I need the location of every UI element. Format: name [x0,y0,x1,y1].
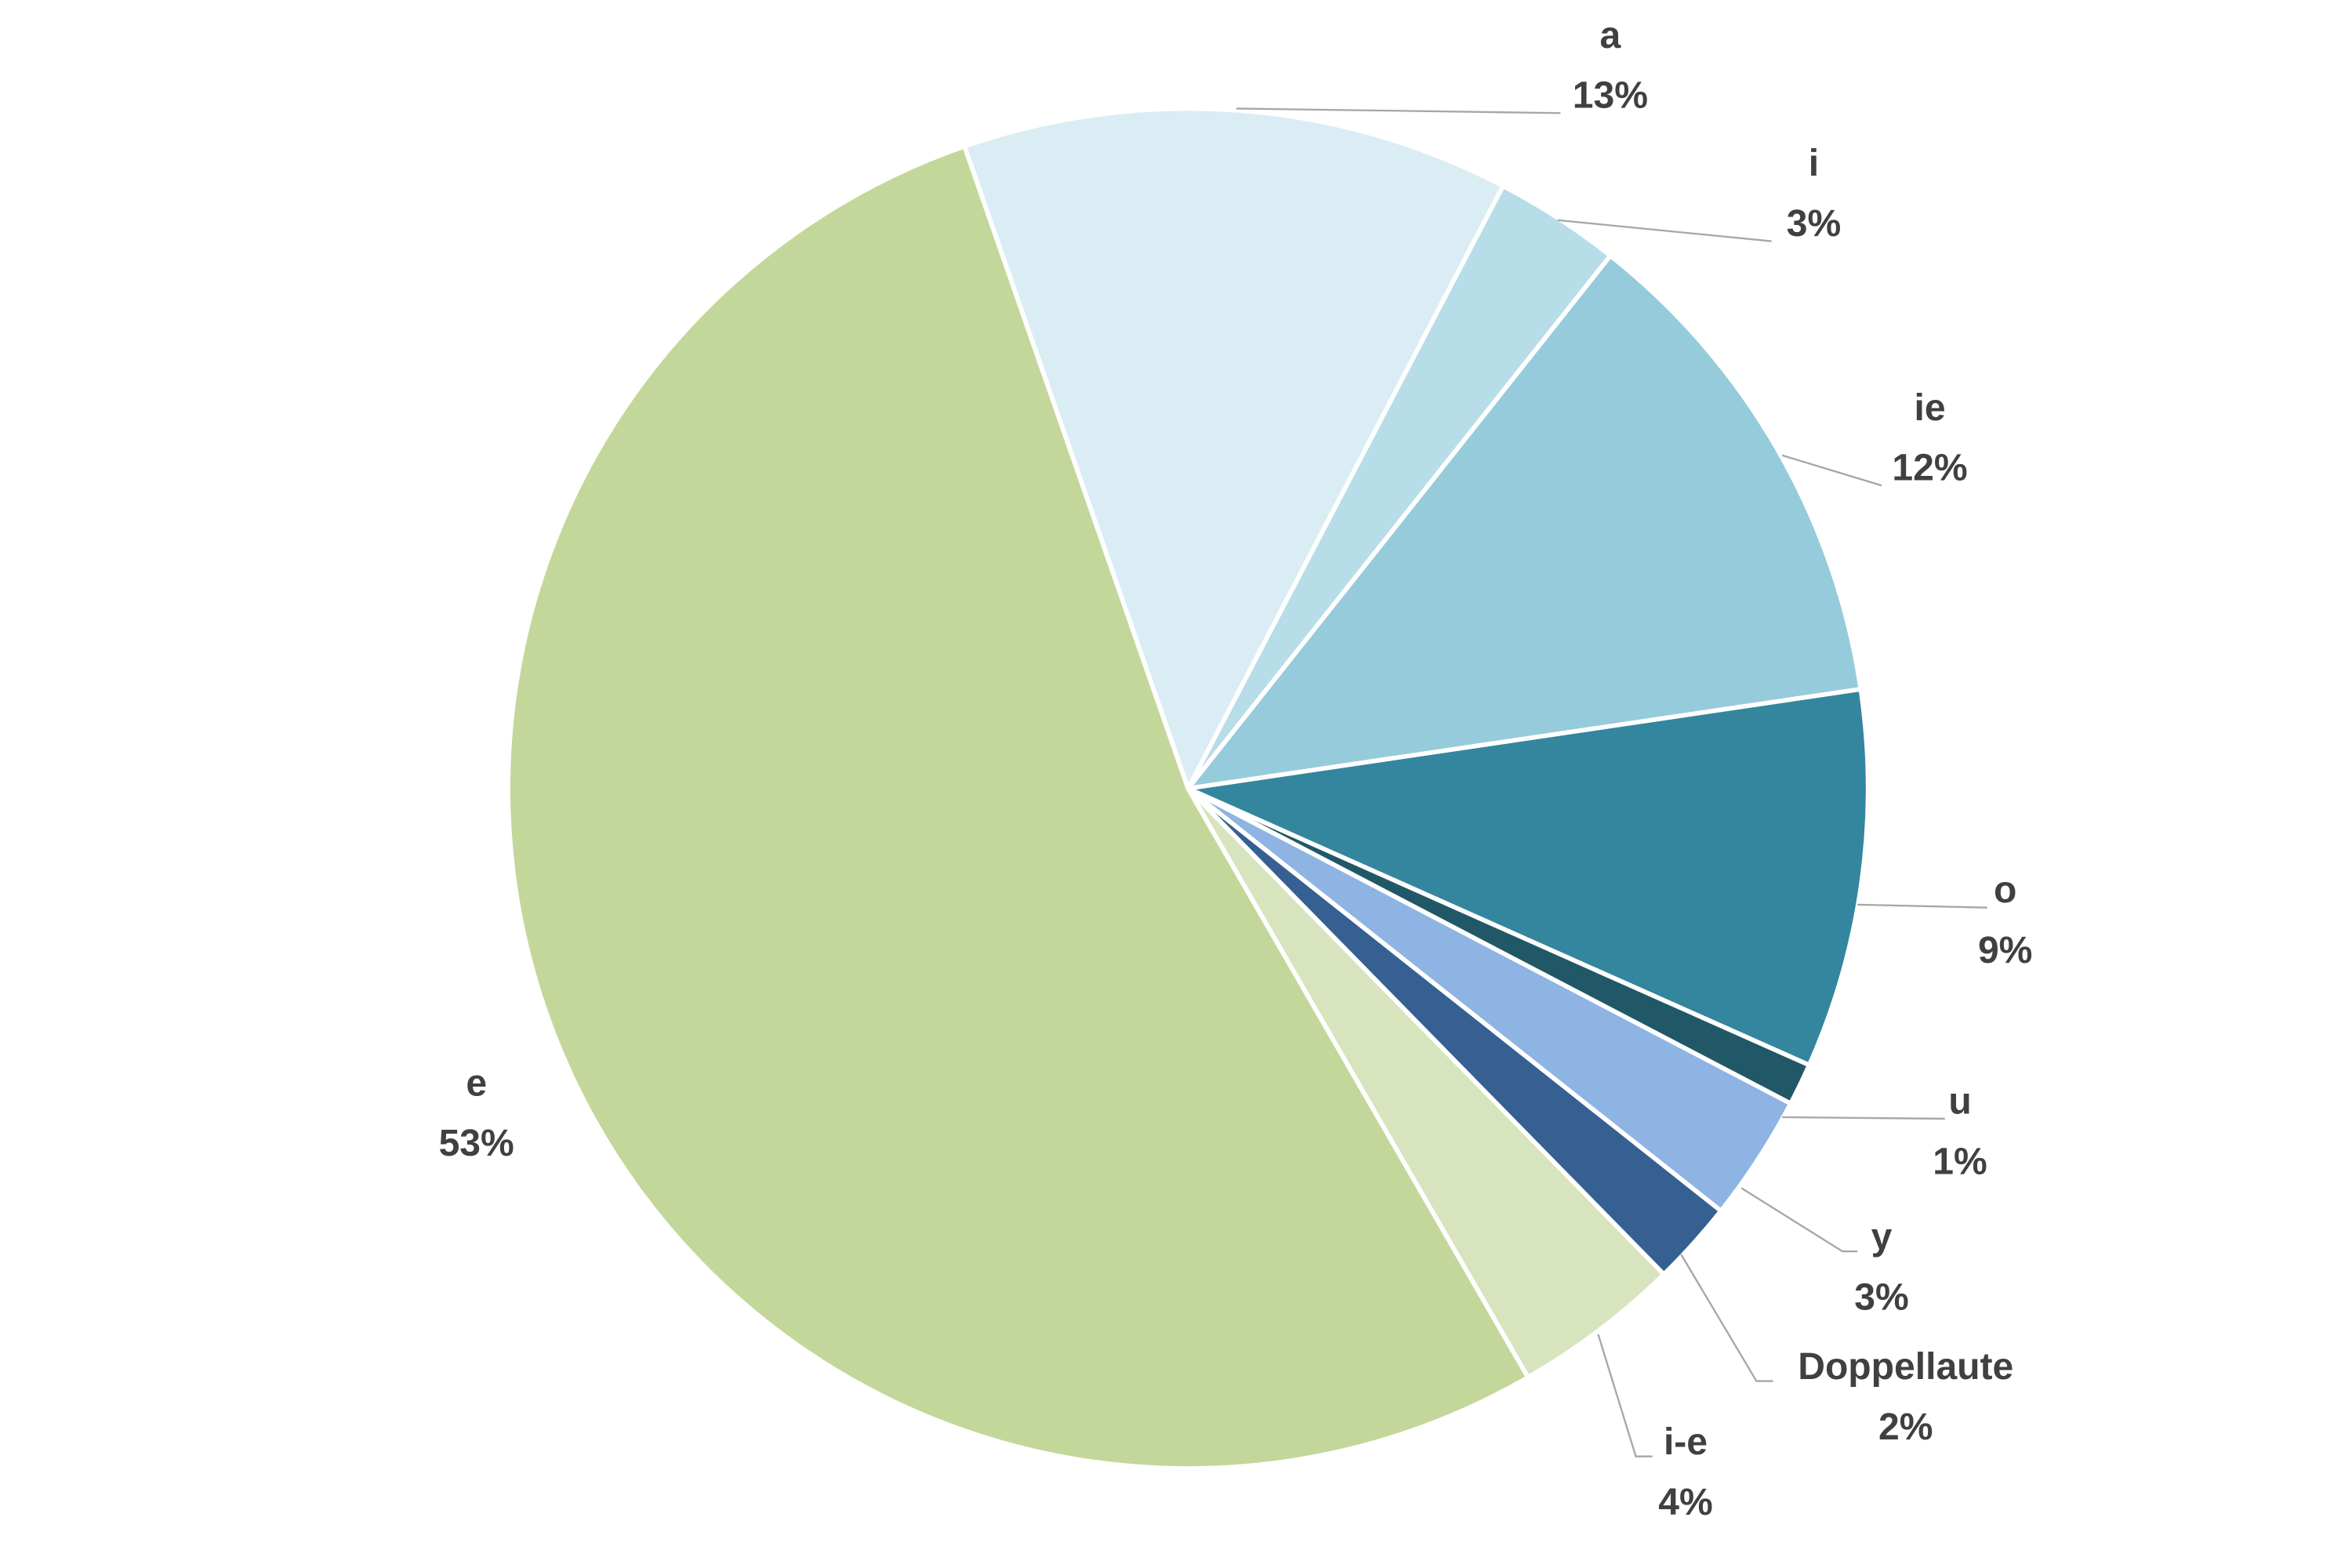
slice-label: y [1871,1215,1893,1258]
leader-line [1782,1116,1945,1120]
slice-label: Doppellaute [1798,1345,2013,1388]
slice-value-label: 1% [1933,1140,1987,1182]
pie-slice [961,106,1507,795]
slice-label: e [466,1062,487,1104]
slice-label: i [1809,142,1819,184]
leader-line [1740,1187,1858,1253]
slice-value-label: 9% [1978,929,2032,971]
leader-line [1236,107,1561,114]
slice-label: ie [1914,387,1945,429]
slice-label: u [1948,1080,1971,1122]
pie-slice [506,143,1531,1471]
pie-slice [1185,786,1668,1381]
slice-label: i-e [1664,1421,1708,1463]
leader-line [1557,219,1772,242]
slice-value-label: 2% [1878,1406,1933,1448]
leader-line [1597,1334,1653,1457]
slice-label: a [1599,14,1621,56]
leader-line [1857,903,1987,909]
pie-slice [1180,686,1871,1069]
slice-value-label: 4% [1658,1481,1712,1523]
leader-line [1781,454,1882,487]
pie-slice [1182,252,1864,792]
slice-value-label: 3% [1787,202,1841,245]
slice-value-label: 13% [1573,74,1648,117]
slice-value-label: 53% [439,1122,514,1164]
slice-value-label: 3% [1854,1276,1908,1318]
leader-line [1680,1254,1773,1382]
slice-label: o [1994,869,2016,911]
slice-value-label: 12% [1892,447,1967,489]
